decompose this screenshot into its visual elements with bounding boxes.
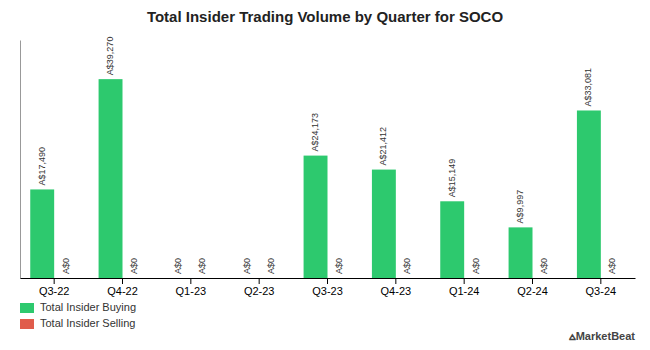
data-label: A$0: [607, 258, 617, 274]
bar: [577, 110, 601, 278]
x-tick: Q1-23: [176, 278, 207, 297]
bar: [601, 278, 625, 279]
data-label: A$0: [539, 258, 549, 274]
x-tick-mark: [395, 278, 396, 284]
data-label: A$0: [334, 258, 344, 274]
bar: [440, 201, 464, 278]
legend-swatch: [20, 303, 34, 313]
bar: [396, 278, 420, 279]
data-label: A$0: [242, 258, 252, 274]
data-label: A$0: [266, 258, 276, 274]
x-tick-mark: [327, 278, 328, 284]
x-tick: Q2-23: [244, 278, 275, 297]
bar: [533, 278, 557, 279]
bars: [30, 79, 601, 278]
data-label: A$9,997: [515, 190, 525, 224]
legend-item: Total Insider Selling: [20, 317, 135, 329]
x-tick: Q4-23: [381, 278, 412, 297]
data-label: A$0: [173, 258, 183, 274]
x-tick: Q3-24: [586, 278, 617, 297]
x-tick-label: Q2-24: [517, 285, 548, 297]
x-tick-mark: [532, 278, 533, 284]
x-tick: Q4-22: [107, 278, 138, 297]
x-tick: Q2-24: [517, 278, 548, 297]
y-axis: [20, 41, 21, 279]
legend-swatch: [20, 319, 34, 329]
bar: [99, 79, 123, 278]
data-label: A$21,412: [378, 127, 388, 166]
x-tick-mark: [600, 278, 601, 284]
data-label: A$0: [471, 258, 481, 274]
data-label: A$39,270: [105, 37, 115, 76]
x-tick-mark: [464, 278, 465, 284]
plot: Q3-22 Q4-22 Q1-23 Q2-23 Q3-23 Q4-23 Q1-24 Q2-24…: [21, 37, 636, 297]
x-tick-mark: [122, 278, 123, 284]
bar: [304, 156, 328, 278]
x-tick-label: Q2-23: [244, 285, 275, 297]
bar: [372, 170, 396, 278]
bar: [464, 278, 488, 279]
legend: Total Insider Buying Total Insider Sellin…: [20, 301, 136, 329]
bar: [167, 278, 191, 279]
x-tick: Q3-22: [39, 278, 70, 297]
x-tick-label: Q3-24: [586, 285, 617, 297]
data-label: A$0: [402, 258, 412, 274]
bar: [54, 278, 78, 279]
legend-label: Total Insider Buying: [40, 301, 136, 313]
data-label: A$0: [197, 258, 207, 274]
y-axis-line: [20, 41, 21, 279]
legend-item: Total Insider Buying: [20, 301, 136, 313]
data-label: A$24,173: [310, 113, 320, 152]
x-tick-label: Q1-24: [449, 285, 480, 297]
x-axis: Q3-22 Q4-22 Q1-23 Q2-23 Q3-23 Q4-23 Q1-24 Q2-24…: [21, 278, 636, 297]
x-tick-label: Q3-23: [312, 285, 343, 297]
x-tick-mark: [190, 278, 191, 284]
title: Total Insider Trading Volume by Quarter …: [147, 8, 503, 25]
bar: [328, 278, 352, 279]
x-tick-label: Q4-23: [381, 285, 412, 297]
bar: [509, 227, 533, 278]
bar: [235, 278, 259, 279]
data-label: A$17,490: [37, 147, 47, 186]
data-label: A$15,149: [447, 159, 457, 198]
x-tick: Q1-24: [449, 278, 480, 297]
chart: Total Insider Trading Volume by Quarter …: [0, 0, 650, 350]
x-tick-label: Q4-22: [107, 285, 138, 297]
x-tick-mark: [259, 278, 260, 284]
x-tick-label: Q1-23: [176, 285, 207, 297]
bar: [259, 278, 283, 279]
bar: [191, 278, 215, 279]
bar: [30, 189, 54, 278]
legend-label: Total Insider Selling: [40, 317, 135, 329]
x-tick: Q3-23: [312, 278, 343, 297]
x-tick-label: Q3-22: [39, 285, 70, 297]
data-label: A$0: [61, 258, 71, 274]
data-labels: A$17,490 A$39,270 A$0 A$0 A$24,173 A$21,412 A$…: [37, 37, 618, 274]
bar: [123, 278, 147, 279]
annotation: ⩟MarketBeat: [568, 330, 636, 342]
data-label: A$0: [129, 258, 139, 274]
data-label: A$33,081: [583, 68, 593, 107]
x-tick-mark: [54, 278, 55, 284]
